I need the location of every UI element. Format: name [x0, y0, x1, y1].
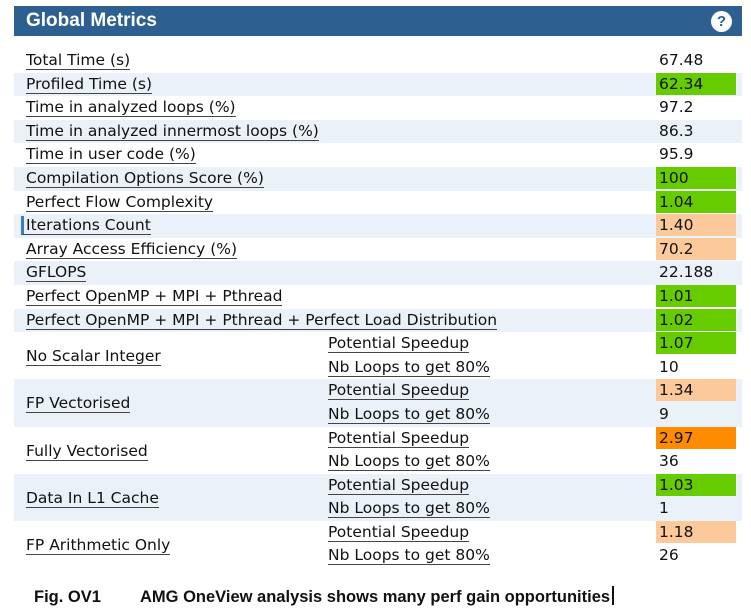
- metrics-table: Total Time (s) 67.48 Profiled Time (s) 62.3…: [14, 49, 742, 568]
- speedup-label[interactable]: Potential Speedup: [328, 381, 470, 401]
- metric-group: FP Vectorised Potential Speedup 1.34 Nb Loo…: [14, 379, 742, 427]
- metric-row: Perfect OpenMP + MPI + Pthread 1.01: [14, 284, 742, 309]
- loops-label[interactable]: Nb Loops to get 80%: [328, 452, 490, 472]
- metric-value: 1.02: [656, 308, 736, 331]
- metric-group: No Scalar Integer Potential Speedup 1.07 Nb…: [14, 332, 742, 379]
- metric-value: 86.3: [659, 121, 694, 140]
- metric-group: Data In L1 Cache Potential Speedup 1.03 Nb …: [14, 473, 742, 521]
- help-icon[interactable]: ?: [711, 10, 732, 32]
- metric-row: Total Time (s) 67.48: [14, 49, 742, 73]
- metric-row: Profiled Time (s) 62.34: [14, 72, 742, 97]
- speedup-row: Potential Speedup 1.07: [14, 332, 742, 356]
- speedup-row: Potential Speedup 1.03: [14, 473, 742, 498]
- loops-value: 10: [659, 357, 679, 376]
- speedup-row: Potential Speedup 1.34: [14, 379, 742, 403]
- metric-value: 95.9: [659, 145, 694, 164]
- metric-label[interactable]: Perfect Flow Complexity: [26, 192, 214, 212]
- panel-header: Global Metrics ?: [14, 6, 742, 36]
- metric-row: Array Access Efficiency (%) 70.2: [14, 237, 742, 262]
- loops-row: Nb Loops to get 80% 36: [14, 450, 742, 474]
- metric-label[interactable]: Perfect OpenMP + MPI + Pthread + Perfect…: [26, 310, 498, 330]
- metric-label[interactable]: Total Time (s): [26, 51, 131, 70]
- speedup-row: Potential Speedup 2.97: [14, 426, 742, 451]
- metric-value: 100: [656, 166, 736, 189]
- loops-label[interactable]: Nb Loops to get 80%: [328, 357, 490, 377]
- speedup-label[interactable]: Potential Speedup: [328, 334, 470, 354]
- speedup-value: 1.03: [656, 473, 736, 496]
- metric-row: Perfect Flow Complexity 1.04: [14, 190, 742, 215]
- metric-label[interactable]: Profiled Time (s): [26, 74, 152, 94]
- figure-caption-text: AMG OneView analysis shows many perf gai…: [140, 588, 611, 606]
- metric-value: 1.01: [656, 284, 736, 307]
- loops-row: Nb Loops to get 80% 26: [14, 544, 742, 568]
- group-label[interactable]: No Scalar Integer: [26, 347, 161, 367]
- loops-value: 1: [659, 499, 669, 518]
- speedup-label[interactable]: Potential Speedup: [328, 475, 470, 495]
- metric-value: 70.2: [656, 237, 736, 260]
- metric-row: Compilation Options Score (%) 100: [14, 166, 742, 191]
- loops-value: 26: [659, 546, 679, 565]
- speedup-value: 1.34: [656, 379, 736, 402]
- loops-label[interactable]: Nb Loops to get 80%: [328, 499, 490, 519]
- loops-row: Nb Loops to get 80% 10: [14, 356, 742, 380]
- metric-label[interactable]: GFLOPS: [26, 263, 87, 283]
- panel-title: Global Metrics: [26, 10, 157, 31]
- metric-label[interactable]: Array Access Efficiency (%): [26, 239, 238, 259]
- loops-label[interactable]: Nb Loops to get 80%: [328, 404, 490, 424]
- speedup-label[interactable]: Potential Speedup: [328, 428, 470, 448]
- metric-row: Time in analyzed loops (%) 97.2: [14, 96, 742, 120]
- speedup-value: 1.18: [656, 520, 736, 543]
- metric-label[interactable]: Time in analyzed innermost loops (%): [26, 121, 319, 141]
- metric-row: Time in analyzed innermost loops (%) 86.3: [14, 119, 742, 144]
- figure-caption: Fig. OV1 AMG OneView analysis shows many …: [34, 586, 615, 607]
- group-label[interactable]: Data In L1 Cache: [26, 488, 159, 508]
- metric-group: FP Arithmetic Only Potential Speedup 1.18 N…: [14, 520, 742, 568]
- group-label[interactable]: Fully Vectorised: [26, 441, 148, 461]
- metric-value: 67.48: [659, 51, 704, 69]
- metric-value: 22.188: [659, 263, 714, 282]
- metric-label[interactable]: Time in user code (%): [26, 145, 196, 165]
- metric-label[interactable]: Time in analyzed loops (%): [26, 98, 236, 118]
- metric-label[interactable]: Perfect OpenMP + MPI + Pthread: [26, 286, 283, 306]
- speedup-value: 2.97: [656, 426, 736, 449]
- global-metrics-panel: Global Metrics ? Total Time (s) 67.48 Prof…: [14, 6, 742, 568]
- loops-value: 36: [659, 452, 679, 471]
- speedup-value: 1.07: [656, 332, 736, 355]
- metric-group: Fully Vectorised Potential Speedup 2.97 Nb …: [14, 426, 742, 474]
- loops-value: 9: [659, 404, 669, 423]
- loops-label[interactable]: Nb Loops to get 80%: [328, 546, 490, 566]
- speedup-row: Potential Speedup 1.18: [14, 520, 742, 545]
- loops-row: Nb Loops to get 80% 9: [14, 403, 742, 427]
- metric-value: 1.04: [656, 190, 736, 213]
- metric-value: 97.2: [659, 98, 694, 117]
- metric-row: Iterations Count 1.40: [14, 214, 742, 238]
- loops-row: Nb Loops to get 80% 1: [14, 497, 742, 521]
- metric-row: GFLOPS 22.188: [14, 261, 742, 285]
- metric-value: 1.40: [656, 214, 736, 237]
- group-label[interactable]: FP Arithmetic Only: [26, 535, 171, 555]
- metric-label[interactable]: Compilation Options Score (%): [26, 168, 264, 188]
- metric-row: Time in user code (%) 95.9: [14, 143, 742, 167]
- speedup-label[interactable]: Potential Speedup: [328, 522, 470, 542]
- metric-row: Perfect OpenMP + MPI + Pthread + Perfect…: [14, 308, 742, 333]
- group-label[interactable]: FP Vectorised: [26, 394, 131, 414]
- figure-number: Fig. OV1: [34, 588, 101, 606]
- text-cursor: [612, 586, 615, 605]
- metric-label[interactable]: Iterations Count: [21, 216, 151, 236]
- metric-value: 62.34: [656, 72, 736, 95]
